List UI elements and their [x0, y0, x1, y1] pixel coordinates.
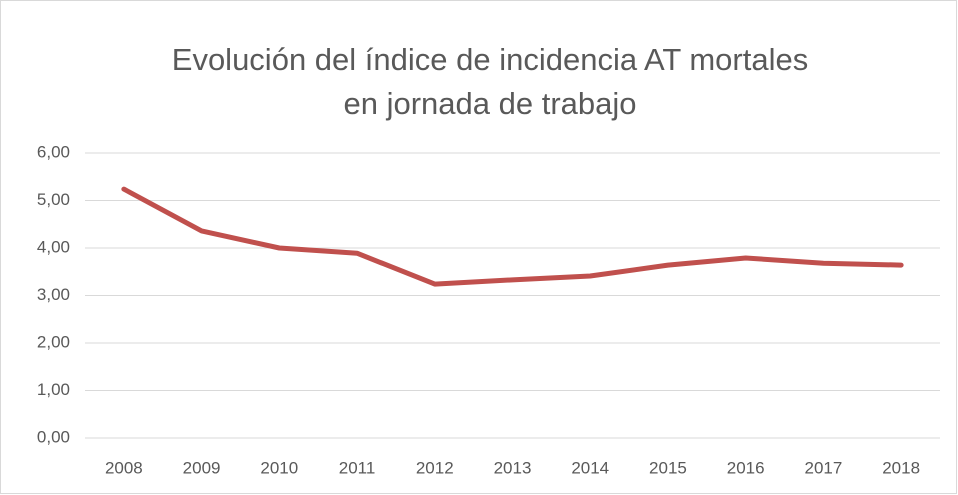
y-tick-label: 6,00 [37, 142, 70, 161]
x-tick-label: 2016 [727, 458, 765, 477]
y-tick-label: 0,00 [37, 427, 70, 446]
data-line [121, 186, 904, 287]
y-tick-label: 2,00 [37, 332, 70, 351]
x-tick-label: 2018 [882, 458, 920, 477]
x-tick-label: 2010 [260, 458, 298, 477]
x-tick-label: 2014 [571, 458, 609, 477]
y-tick-label: 5,00 [37, 190, 70, 209]
x-tick-label: 2011 [339, 458, 376, 477]
x-tick-label: 2013 [494, 458, 532, 477]
x-tick-label: 2009 [183, 458, 221, 477]
x-tick-label: 2017 [804, 458, 842, 477]
x-tick-label: 2012 [416, 458, 454, 477]
chart-title: Evolución del índice de incidencia AT mo… [171, 42, 809, 121]
x-tick-label: 2008 [105, 458, 143, 477]
y-tick-label: 4,00 [37, 237, 70, 256]
y-tick-label: 3,00 [37, 285, 70, 304]
y-tick-label: 1,00 [37, 380, 70, 399]
x-tick-label: 2015 [649, 458, 687, 477]
